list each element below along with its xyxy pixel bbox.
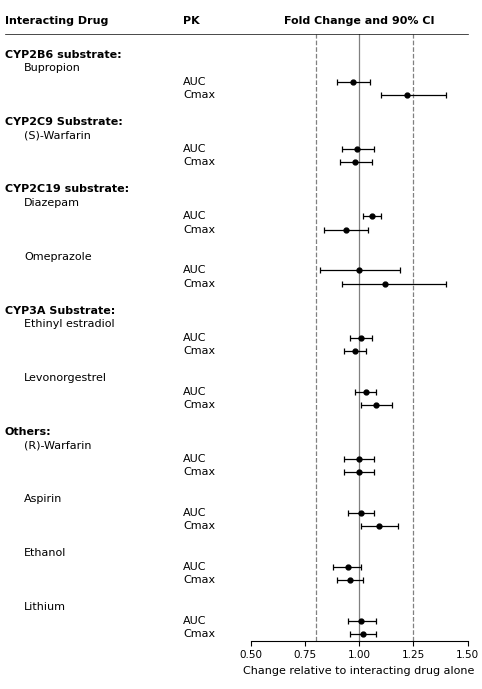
Text: Levonorgestrel: Levonorgestrel [24, 373, 107, 383]
Text: Omeprazole: Omeprazole [24, 251, 92, 262]
Text: AUC: AUC [183, 615, 207, 626]
Text: (R)-Warfarin: (R)-Warfarin [24, 440, 92, 451]
Text: Cmax: Cmax [183, 400, 215, 410]
Text: Cmax: Cmax [183, 225, 215, 235]
Text: Lithium: Lithium [24, 602, 66, 612]
Text: AUC: AUC [183, 144, 207, 154]
Text: AUC: AUC [183, 562, 207, 572]
Text: Ethanol: Ethanol [24, 548, 67, 558]
Text: Others:: Others: [5, 427, 52, 437]
Text: Cmax: Cmax [183, 522, 215, 531]
Text: AUC: AUC [183, 212, 207, 221]
Text: AUC: AUC [183, 265, 207, 275]
Text: Cmax: Cmax [183, 467, 215, 477]
Text: Cmax: Cmax [183, 629, 215, 639]
Text: AUC: AUC [183, 333, 207, 342]
Text: AUC: AUC [183, 454, 207, 464]
Text: Cmax: Cmax [183, 158, 215, 167]
Text: AUC: AUC [183, 508, 207, 517]
Text: Cmax: Cmax [183, 279, 215, 289]
Text: Cmax: Cmax [183, 575, 215, 585]
Text: (S)-Warfarin: (S)-Warfarin [24, 130, 91, 141]
Text: Ethinyl estradiol: Ethinyl estradiol [24, 319, 115, 329]
Text: CYP3A Substrate:: CYP3A Substrate: [5, 306, 115, 316]
Text: CYP2C19 substrate:: CYP2C19 substrate: [5, 185, 129, 194]
Text: Cmax: Cmax [183, 346, 215, 356]
Text: CYP2B6 substrate:: CYP2B6 substrate: [5, 50, 121, 60]
Text: Diazepam: Diazepam [24, 198, 80, 208]
Text: Cmax: Cmax [183, 90, 215, 100]
Text: Aspirin: Aspirin [24, 494, 63, 504]
Text: AUC: AUC [183, 76, 207, 87]
Text: CYP2C9 Substrate:: CYP2C9 Substrate: [5, 117, 122, 127]
Text: AUC: AUC [183, 387, 207, 396]
Text: Interacting Drug: Interacting Drug [5, 16, 108, 26]
Text: Bupropion: Bupropion [24, 63, 81, 73]
X-axis label: Change relative to interacting drug alone: Change relative to interacting drug alon… [243, 666, 475, 676]
Text: Fold Change and 90% CI: Fold Change and 90% CI [284, 16, 434, 26]
Text: PK: PK [183, 16, 200, 26]
